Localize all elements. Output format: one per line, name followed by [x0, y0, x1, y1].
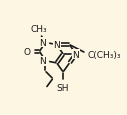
Text: O: O [23, 47, 30, 56]
Text: N: N [53, 41, 60, 50]
Text: SH: SH [57, 83, 69, 92]
Text: N: N [73, 50, 79, 59]
Text: N: N [39, 39, 45, 47]
Text: C(CH₃)₃: C(CH₃)₃ [88, 50, 121, 59]
Text: CH₃: CH₃ [31, 24, 48, 33]
Text: N: N [39, 57, 45, 66]
